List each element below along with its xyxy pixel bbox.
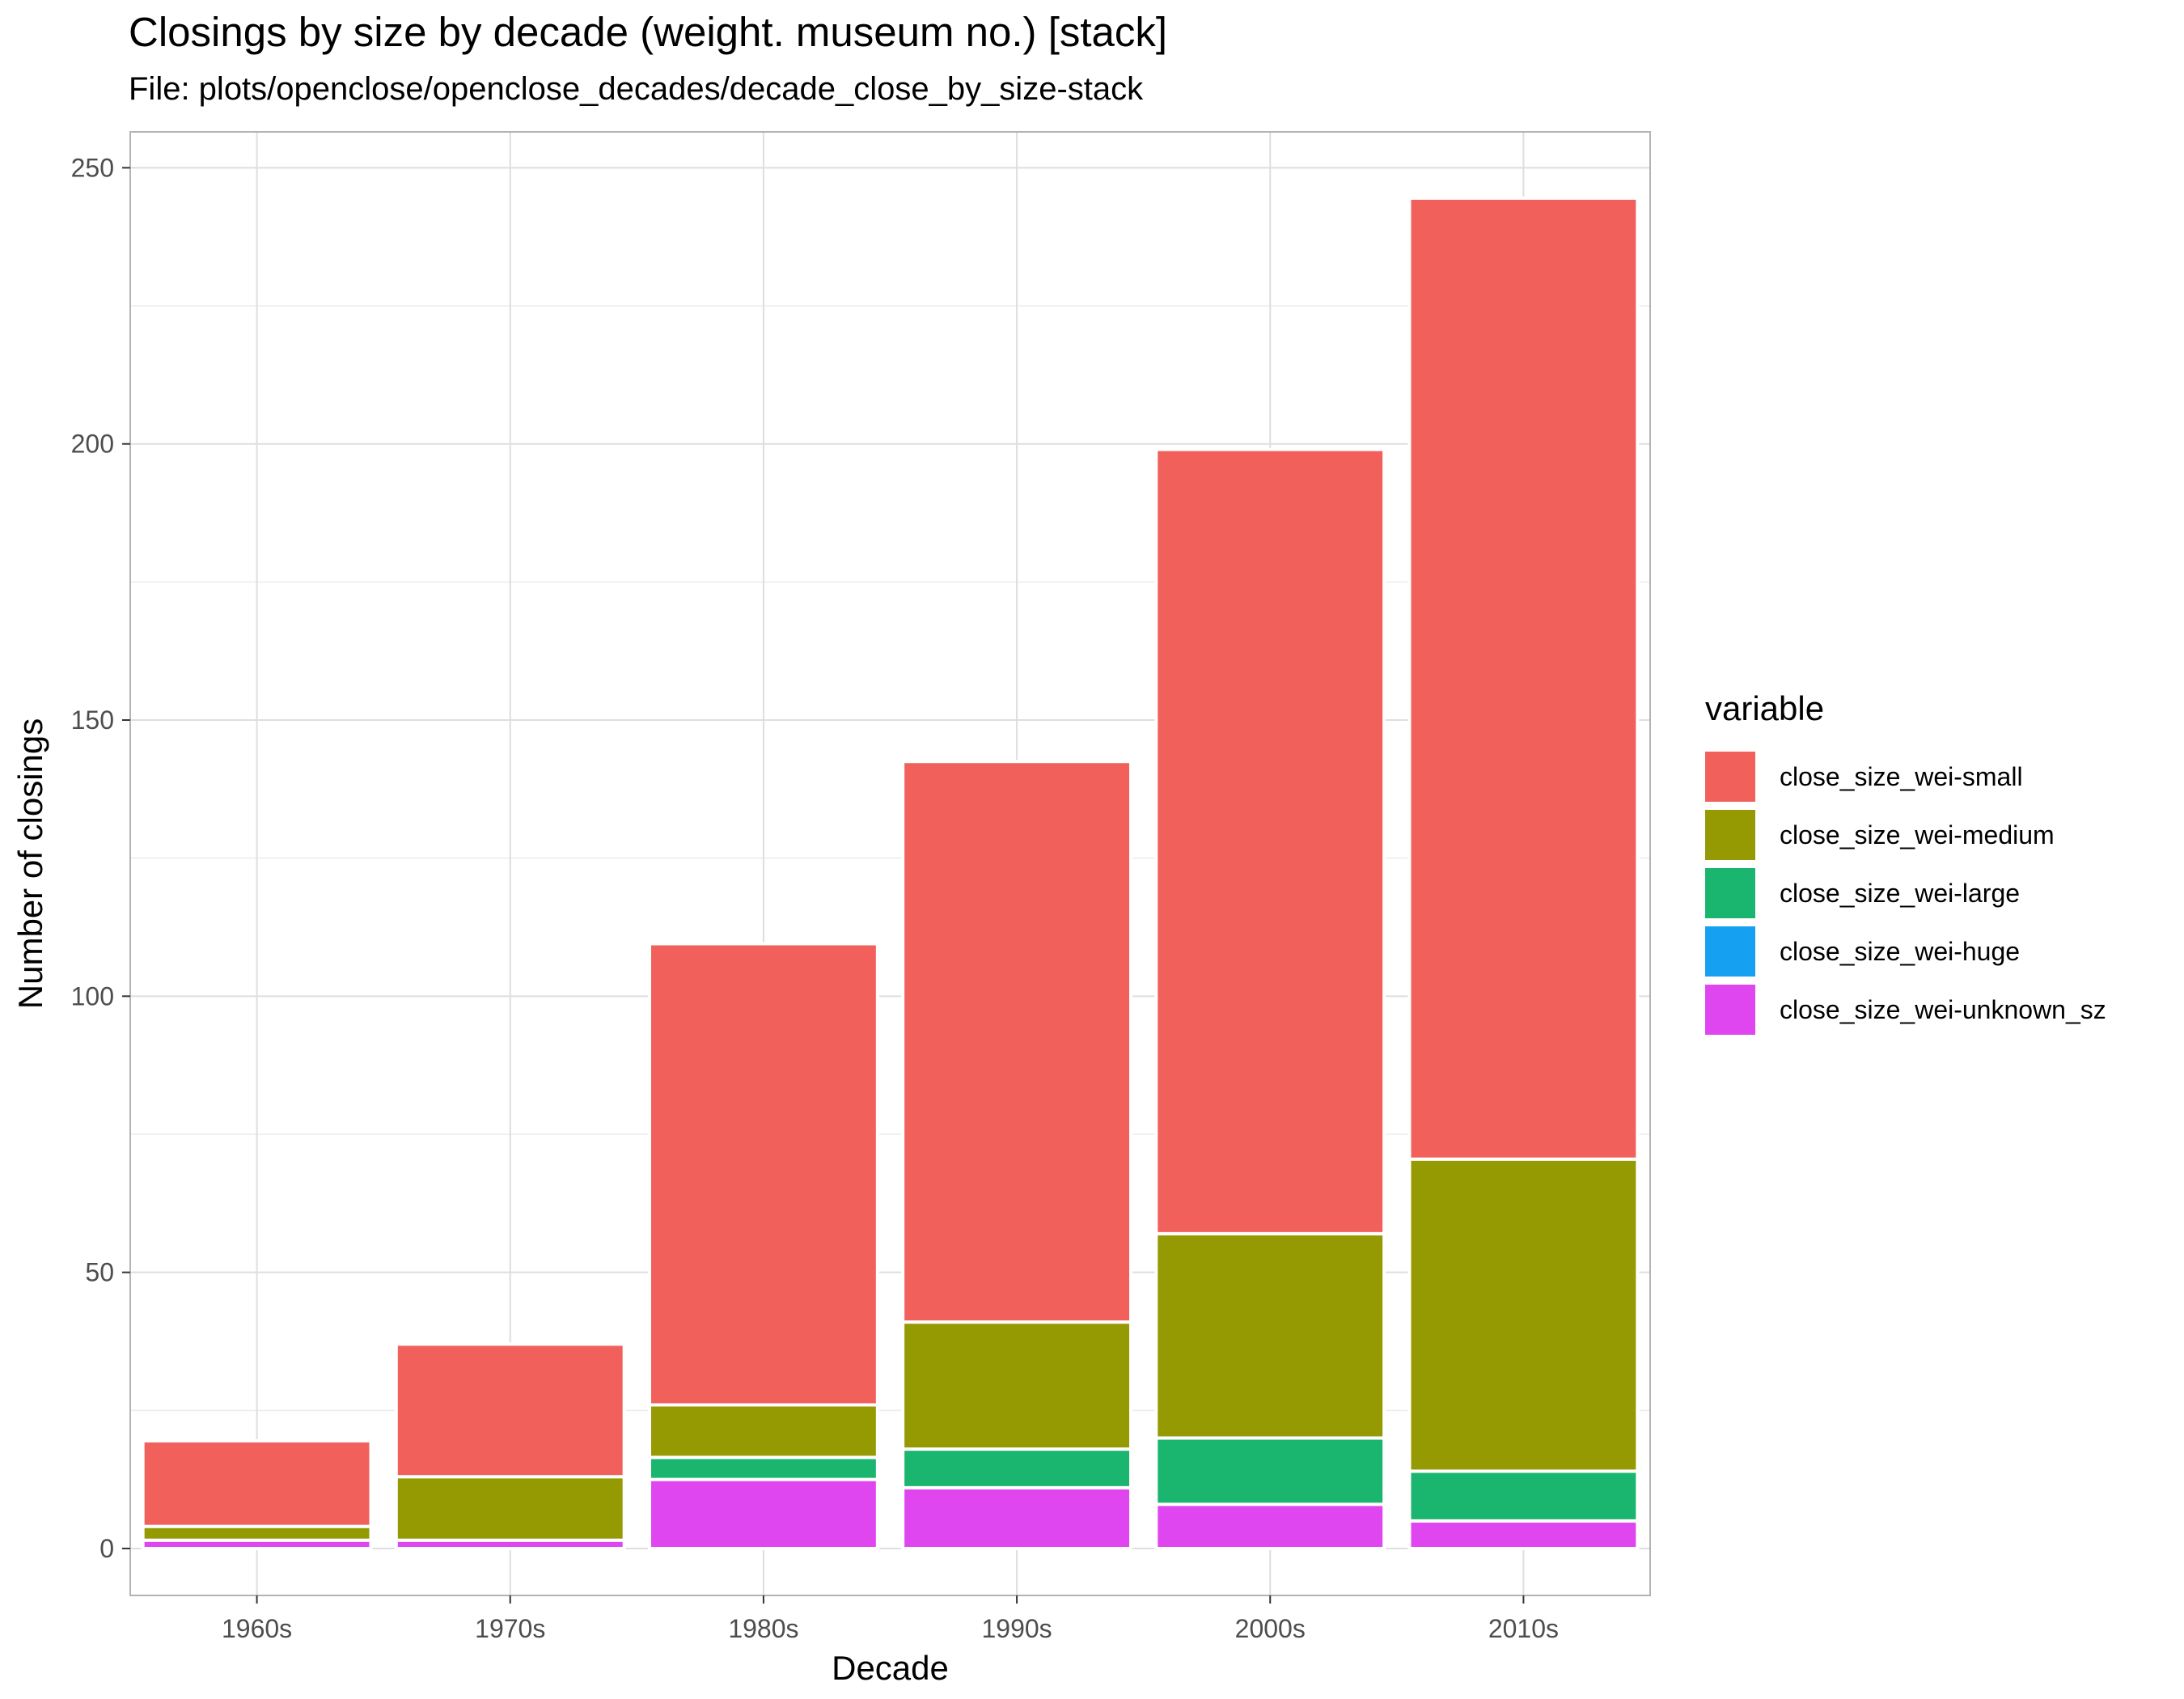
bar-segment xyxy=(1407,1157,1640,1473)
legend: variable close_size_wei-small close_size_… xyxy=(1705,689,2106,1039)
legend-label: close_size_wei-large xyxy=(1780,878,2021,908)
legend-swatch xyxy=(1705,752,1755,802)
legend-swatch xyxy=(1705,926,1755,977)
x-axis-label: Decade xyxy=(832,1649,949,1687)
bar-segment xyxy=(1154,447,1386,1235)
bar-segment xyxy=(1407,1519,1640,1550)
bar-segment xyxy=(1407,196,1640,1161)
bar-segment xyxy=(1407,1469,1640,1523)
legend-item: close_size_wei-small xyxy=(1705,748,2106,806)
x-tick-label: 2000s xyxy=(1235,1614,1306,1643)
legend-item: close_size_wei-huge xyxy=(1705,922,2106,981)
x-tick-label: 1980s xyxy=(728,1614,798,1643)
legend-item: close_size_wei-large xyxy=(1705,864,2106,922)
x-tick-label: 1990s xyxy=(981,1614,1052,1643)
bar-segment xyxy=(1154,1231,1386,1440)
panel-border xyxy=(129,131,1651,1596)
bar-segment xyxy=(901,1320,1133,1451)
legend-swatch xyxy=(1705,985,1755,1035)
y-tick-label: 50 xyxy=(85,1258,114,1287)
bar-segment xyxy=(901,1485,1133,1550)
y-tick-label: 100 xyxy=(71,981,114,1011)
chart-subtitle: File: plots/openclose/openclose_decades/… xyxy=(129,71,1144,107)
bar-segment xyxy=(1154,1436,1386,1506)
legend-label: close_size_wei-medium xyxy=(1780,820,2055,850)
y-tick-label: 200 xyxy=(71,430,114,459)
bar-segment xyxy=(394,1475,626,1542)
x-tick-label: 2010s xyxy=(1488,1614,1559,1643)
legend-label: close_size_wei-huge xyxy=(1780,936,2021,966)
y-tick-label: 150 xyxy=(71,705,114,735)
bar-segment xyxy=(901,760,1133,1324)
legend-label: close_size_wei-unknown_sz xyxy=(1780,994,2106,1024)
legend-label: close_size_wei-small xyxy=(1780,761,2023,791)
y-tick-label: 0 xyxy=(99,1534,114,1563)
bar-segment xyxy=(647,1403,879,1460)
y-tick-label: 250 xyxy=(71,153,114,182)
bars xyxy=(141,196,1640,1550)
bar-segment xyxy=(647,942,879,1407)
bar-segment xyxy=(1154,1502,1386,1550)
axis-ticks: 0 50 100 150 200 250 1960s 1970s 1980s 1990s 2000s… xyxy=(71,153,1559,1643)
x-tick-label: 1970s xyxy=(475,1614,545,1643)
bar-segment xyxy=(394,1342,626,1479)
bar-segment xyxy=(647,1455,879,1481)
legend-item: close_size_wei-unknown_sz xyxy=(1705,981,2106,1039)
y-axis-label: Number of closings xyxy=(11,718,49,1009)
bar-segment xyxy=(647,1477,879,1550)
chart-title: Closings by size by decade (weight. muse… xyxy=(129,9,1168,55)
legend-items: close_size_wei-small close_size_wei-mediu… xyxy=(1705,748,2106,1039)
legend-swatch xyxy=(1705,868,1755,918)
legend-title: variable xyxy=(1705,689,1825,727)
bar-segment xyxy=(141,1524,373,1542)
x-tick-label: 1960s xyxy=(222,1614,292,1643)
bar-segment xyxy=(901,1447,1133,1489)
legend-item: close_size_wei-medium xyxy=(1705,806,2106,864)
bar-segment xyxy=(141,1438,373,1528)
legend-swatch xyxy=(1705,810,1755,860)
